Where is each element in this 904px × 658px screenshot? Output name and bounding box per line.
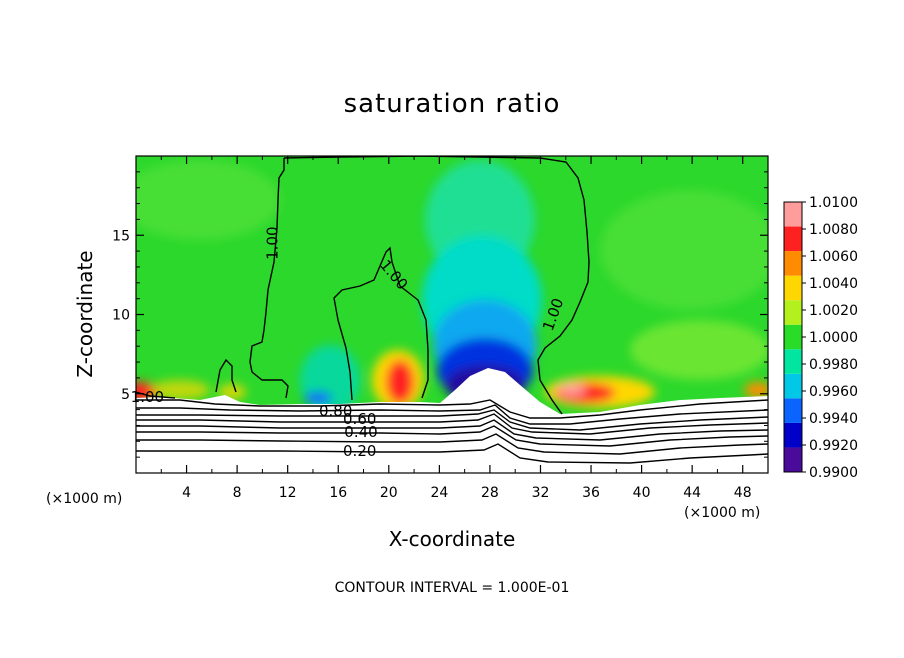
field-warm-20km-red — [386, 360, 414, 404]
contour-label: 0.40 — [344, 423, 377, 441]
colorbar-swatch — [784, 324, 802, 350]
colorbar-swatch — [784, 447, 802, 472]
x-tick-label: 4 — [182, 485, 191, 501]
y-axis-unit: (×1000 m) — [46, 491, 122, 507]
y-tick-label: 5 — [121, 387, 130, 403]
colorbar-label: 1.0040 — [809, 276, 858, 292]
x-tick-label: 28 — [481, 485, 499, 501]
contour-lines — [136, 156, 768, 464]
saturation-field — [136, 160, 768, 415]
contour-0-80 — [136, 404, 768, 425]
y-axis-label: Z-coordinate — [73, 250, 97, 377]
field-warm-left-yellow — [150, 380, 210, 400]
contour-labels: 1.001.001.001.000.800.600.400.20 — [131, 226, 568, 460]
colorbar-label: 1.0080 — [809, 222, 858, 238]
colorbar-swatch — [784, 300, 802, 325]
colorbar-swatch — [784, 373, 802, 399]
colorbar-label: 0.9900 — [809, 465, 858, 481]
contour-0-50 — [136, 419, 768, 441]
x-tick-label: 44 — [683, 485, 701, 501]
colorbar-label: 1.0020 — [809, 303, 858, 319]
plot-area — [136, 156, 768, 473]
contour-0-40 — [136, 425, 768, 447]
x-tick-label: 48 — [734, 485, 752, 501]
contour-0-30 — [136, 433, 768, 455]
colorbar-label: 1.0060 — [809, 249, 858, 265]
contour-0-20 — [136, 443, 768, 464]
x-tick-label: 8 — [233, 485, 242, 501]
contour-label: 1.00 — [264, 226, 282, 259]
colorbar: 0.9900 0.9920 0.9940 0.9960 0.9980 1.0000 1.00… — [783, 195, 858, 481]
colorbar-swatch — [784, 251, 802, 276]
x-tick-label: 40 — [633, 485, 651, 501]
y-axis: 5 10 15 — [112, 171, 768, 458]
contour-1-00-middle — [333, 246, 429, 401]
x-axis-label: X-coordinate — [389, 527, 516, 551]
colorbar-label: 0.9960 — [809, 384, 858, 400]
contour-1-00-top — [283, 156, 590, 415]
y-tick-label: 10 — [112, 308, 130, 324]
x-axis-unit: (×1000 m) — [684, 505, 760, 521]
colorbar-label: 1.0100 — [809, 195, 858, 211]
colorbar-swatch — [784, 226, 802, 252]
colorbar-swatch — [784, 422, 802, 448]
contour-interval-note: CONTOUR INTERVAL = 1.000E-01 — [335, 580, 570, 596]
colorbar-label: 0.9940 — [809, 411, 858, 427]
x-tick-label: 20 — [380, 485, 398, 501]
colorbar-swatch — [784, 202, 802, 227]
contour-0-70 — [136, 409, 768, 431]
colorbar-label: 1.0000 — [809, 330, 858, 346]
x-tick-label: 16 — [329, 485, 347, 501]
chart-title: saturation ratio — [344, 89, 561, 119]
colorbar-label: 0.9920 — [809, 438, 858, 454]
x-tick-label: 12 — [279, 485, 297, 501]
field-blue-left-low — [304, 392, 332, 404]
x-tick-label: 24 — [430, 485, 448, 501]
contour-0-90 — [136, 399, 768, 419]
contour-1-00-left — [249, 158, 289, 399]
field-warm-36km-pink — [558, 384, 586, 396]
contour-label: 1.00 — [131, 388, 164, 406]
contour-0-60 — [136, 413, 768, 435]
y-tick-label: 15 — [112, 228, 130, 244]
contour-label: 0.60 — [343, 410, 376, 428]
colorbar-swatch — [784, 349, 802, 374]
x-axis: 4 8 12 16 20 24 28 32 36 40 44 48 — [160, 156, 752, 501]
contour-label: 0.20 — [343, 442, 376, 460]
contour-label: 0.80 — [319, 402, 352, 420]
unsaturated-region — [136, 368, 768, 473]
contour-1-00-small — [215, 358, 237, 393]
field-blob-upper-right — [600, 190, 768, 310]
colorbar-label: 0.9980 — [809, 357, 858, 373]
colorbar-swatch — [784, 398, 802, 423]
x-tick-label: 32 — [532, 485, 550, 501]
field-blob-upper-left — [136, 160, 280, 240]
x-tick-label: 36 — [582, 485, 600, 501]
colorbar-swatch — [784, 275, 802, 301]
field-blob-right-mid — [630, 320, 768, 380]
